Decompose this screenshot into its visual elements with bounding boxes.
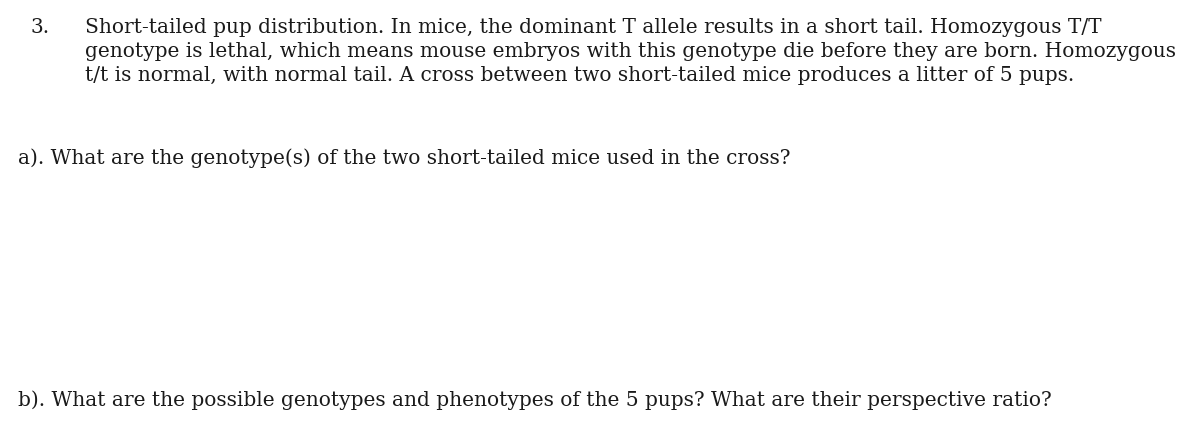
Text: Short-tailed pup distribution. In mice, the dominant T allele results in a short: Short-tailed pup distribution. In mice, … (85, 18, 1102, 37)
Text: genotype is lethal, which means mouse embryos with this genotype die before they: genotype is lethal, which means mouse em… (85, 42, 1176, 61)
Text: a). What are the genotype(s) of the two short-tailed mice used in the cross?: a). What are the genotype(s) of the two … (18, 148, 791, 168)
Text: b). What are the possible genotypes and phenotypes of the 5 pups? What are their: b). What are the possible genotypes and … (18, 390, 1051, 410)
Text: 3.: 3. (30, 18, 49, 37)
Text: t/t is normal, with normal tail. A cross between two short-tailed mice produces : t/t is normal, with normal tail. A cross… (85, 66, 1074, 85)
